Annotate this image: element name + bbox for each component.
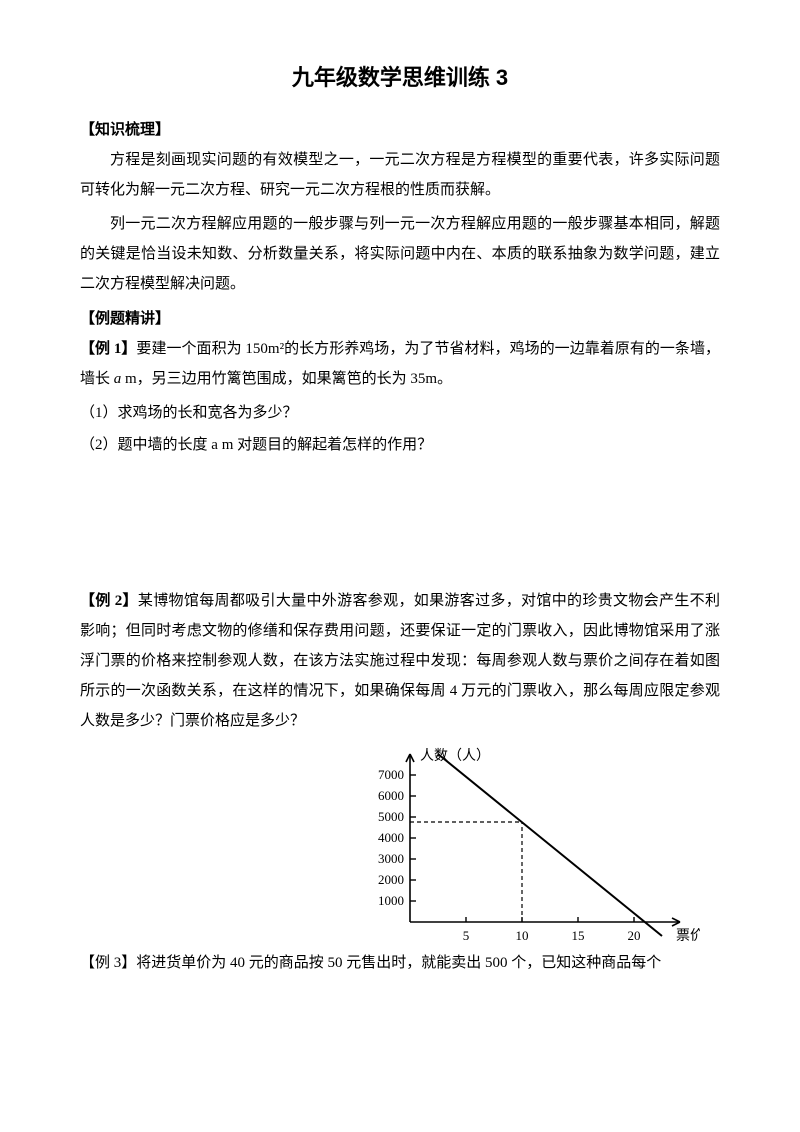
chart-svg: 1000 2000 3000 4000 5000 6000 7000 5 10 15 20 人数（人）… (340, 722, 700, 962)
example-3-label: 【例 3】 (80, 955, 136, 971)
example-1-q2-var: a (211, 437, 218, 453)
svg-text:5: 5 (463, 928, 470, 943)
example-2: 【例 2】某博物馆每周都吸引大量中外游客参观，如果游客过多，对馆中的珍贵文物会产… (80, 586, 720, 736)
svg-text:2000: 2000 (378, 872, 404, 887)
blank-space (80, 462, 720, 582)
section-heading-examples: 【例题精讲】 (80, 307, 720, 328)
svg-text:10: 10 (516, 928, 529, 943)
example-1-q2: （2）题中墙的长度 a m 对题目的解起着怎样的作用？ (80, 430, 720, 460)
example-2-label: 【例 2】 (80, 593, 138, 609)
svg-text:20: 20 (628, 928, 641, 943)
svg-text:15: 15 (572, 928, 585, 943)
example-1-label: 【例 1】 (80, 341, 136, 357)
example-1-q2-b: m 对题目的解起着怎样的作用？ (218, 437, 432, 453)
page-title: 九年级数学思维训练 3 (80, 60, 720, 92)
svg-text:人数（人）: 人数（人） (420, 748, 490, 764)
example-1-body-b: m，另三边用竹篱笆围成，如果篱笆的长为 35m。 (121, 371, 452, 387)
example-1-q2-a: （2）题中墙的长度 (80, 437, 211, 453)
knowledge-p1: 方程是刻画现实问题的有效模型之一，一元二次方程是方程模型的重要代表，许多实际问题… (80, 145, 720, 205)
svg-text:6000: 6000 (378, 788, 404, 803)
example-1: 【例 1】要建一个面积为 150m²的长方形养鸡场，为了节省材料，鸡场的一边靠着… (80, 334, 720, 394)
chart-linear-function: 1000 2000 3000 4000 5000 6000 7000 5 10 15 20 人数（人）… (340, 722, 700, 962)
knowledge-p2: 列一元二次方程解应用题的一般步骤与列一元一次方程解应用题的一般步骤基本相同，解题… (80, 209, 720, 299)
example-2-body: 某博物馆每周都吸引大量中外游客参观，如果游客过多，对馆中的珍贵文物会产生不利影响… (80, 593, 720, 729)
svg-text:票价（元）: 票价（元） (676, 928, 700, 944)
section-heading-knowledge: 【知识梳理】 (80, 118, 720, 139)
svg-text:1000: 1000 (378, 893, 404, 908)
svg-text:5000: 5000 (378, 809, 404, 824)
svg-text:3000: 3000 (378, 851, 404, 866)
svg-text:7000: 7000 (378, 767, 404, 782)
svg-text:4000: 4000 (378, 830, 404, 845)
example-1-q1: （1）求鸡场的长和宽各为多少？ (80, 398, 720, 428)
